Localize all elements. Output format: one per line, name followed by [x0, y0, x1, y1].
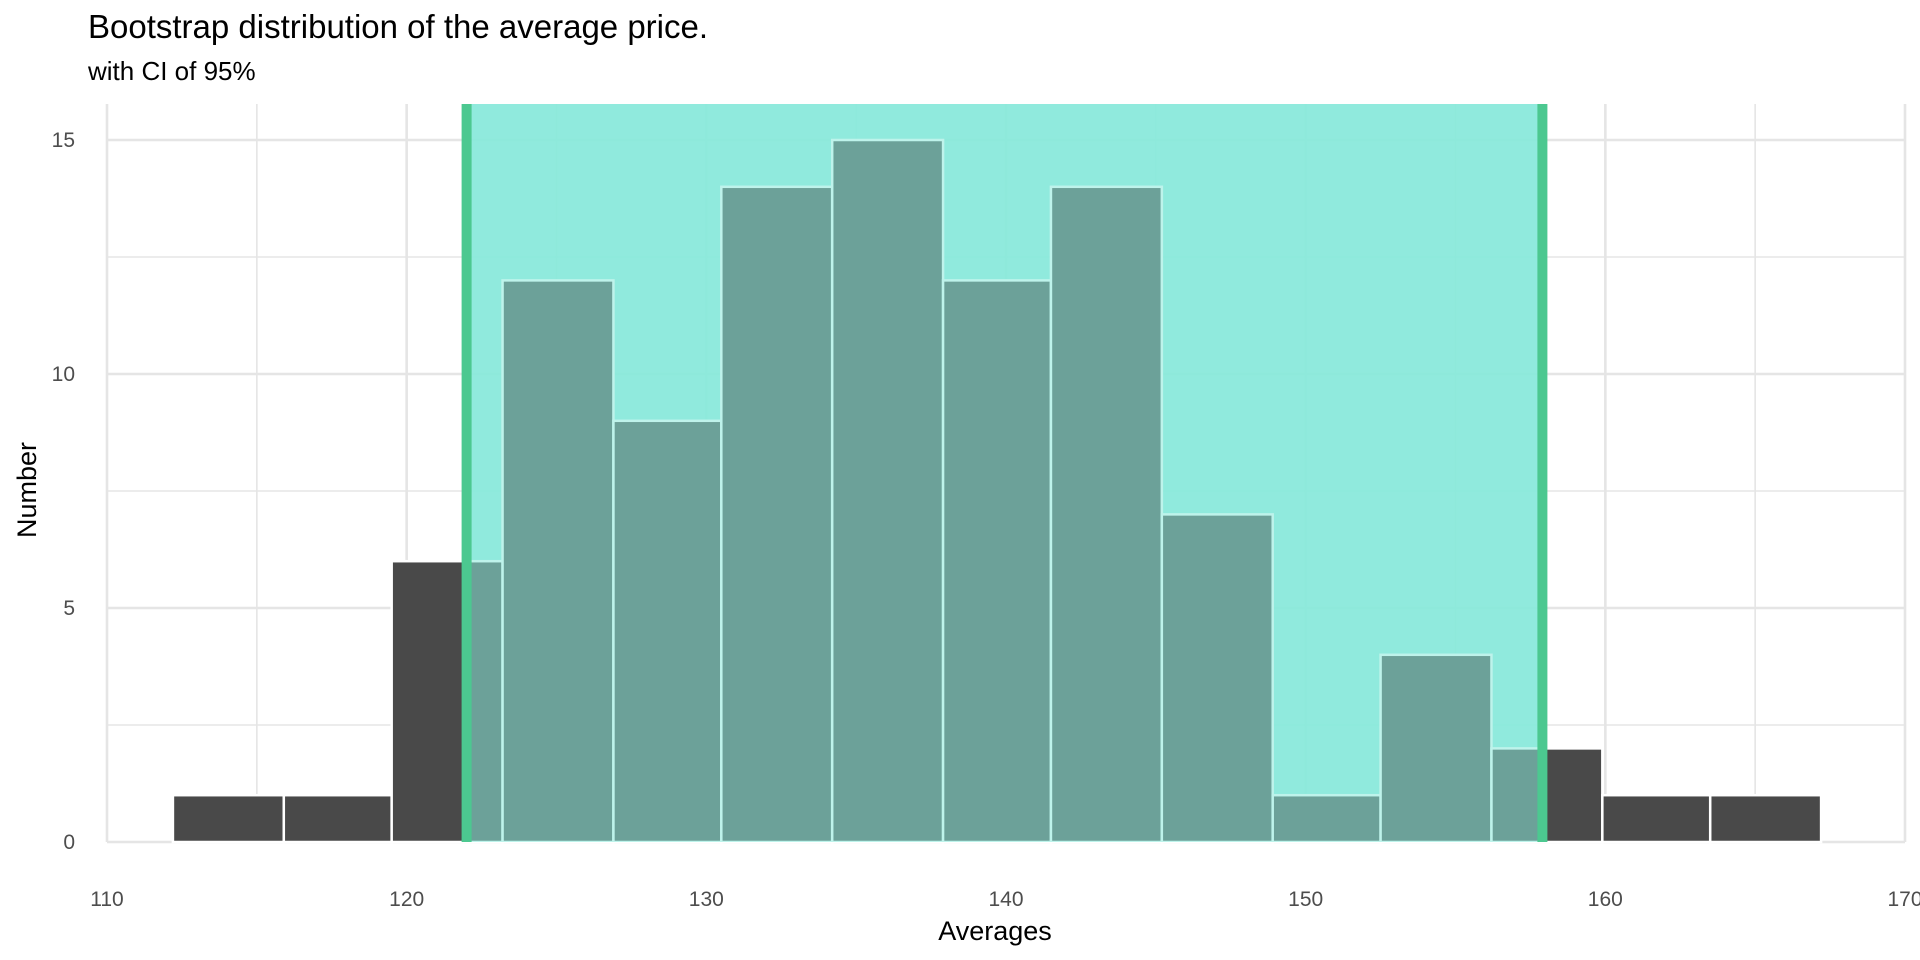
y-tick-label: 0 [63, 831, 75, 854]
x-tick-label: 140 [988, 888, 1023, 911]
chart-title: Bootstrap distribution of the average pr… [88, 8, 709, 45]
ci-overlay [466, 104, 1543, 842]
x-tick-label: 150 [1288, 888, 1323, 911]
histogram-bar [282, 793, 393, 844]
chart-subtitle: with CI of 95% [88, 56, 256, 86]
x-tick-label: 170 [1887, 888, 1920, 911]
y-tick-label: 10 [52, 363, 75, 386]
x-axis-title: Averages [938, 916, 1052, 946]
y-tick-label: 5 [63, 597, 75, 620]
ticks-layer: 110 120 130 140 150 160 170 0 5 10 15 [52, 129, 1920, 911]
y-tick-label: 15 [52, 129, 75, 152]
y-axis-title: Number [12, 442, 42, 538]
x-tick-label: 120 [389, 888, 424, 911]
histogram-bar [1601, 793, 1712, 844]
x-tick-label: 160 [1588, 888, 1623, 911]
bars-layer [171, 104, 1823, 844]
histogram-bar [171, 793, 286, 844]
ci-lines-layer [461, 104, 1548, 842]
histogram-bar [1708, 793, 1823, 844]
x-tick-label: 130 [689, 888, 724, 911]
x-tick-label: 110 [90, 888, 123, 911]
